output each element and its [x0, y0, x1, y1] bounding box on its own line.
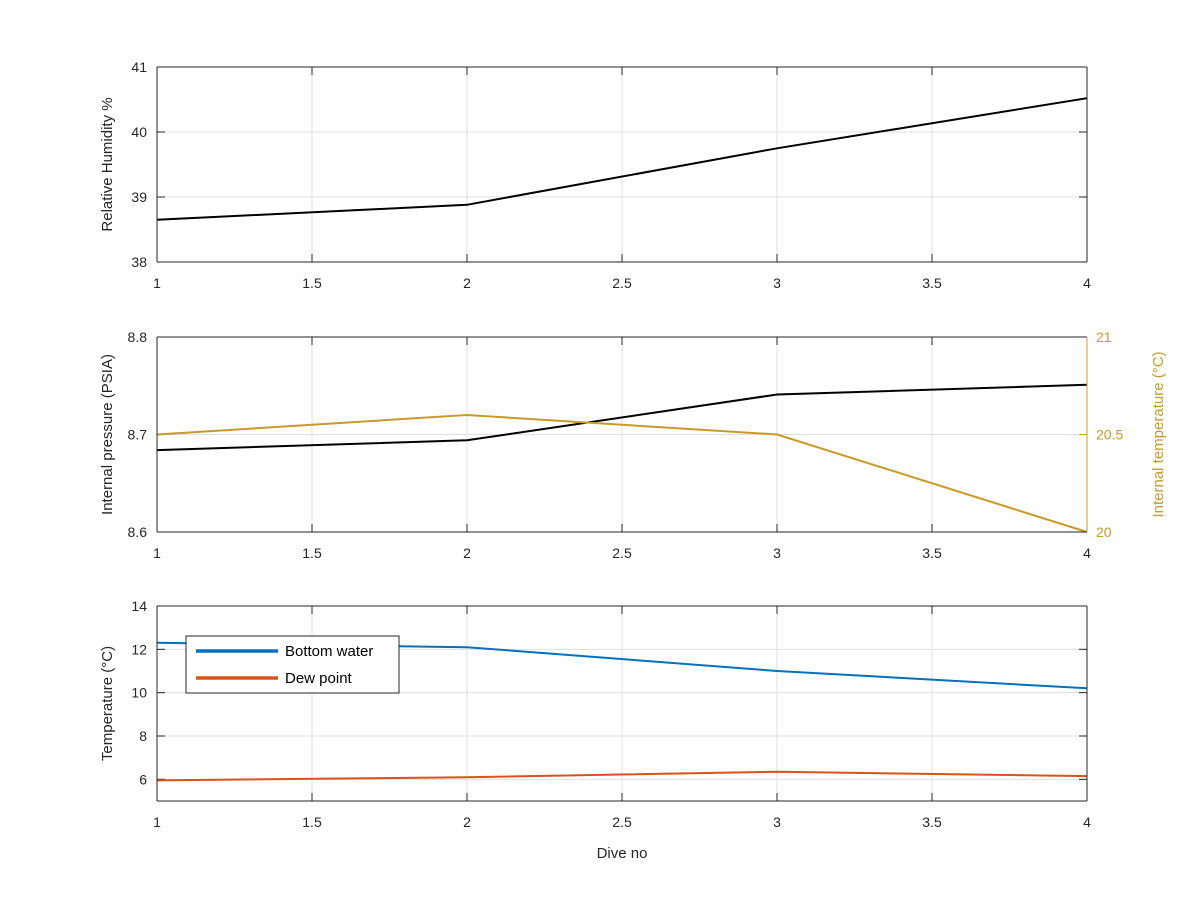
subplot-3: 1 1.5 2 2.5 3 3.5 4 6 8 10 12 14 Temperature (°C) Div…: [99, 598, 1091, 862]
y-tick-label: 38: [131, 254, 147, 270]
y-tick-label: 39: [131, 189, 147, 205]
y-tick-label: 41: [131, 59, 147, 75]
subplot-1: 1 1.5 2 2.5 3 3.5 4 38 39 40 41 Relative Humidity %: [99, 59, 1091, 291]
y-axis-label-right: Internal temperature (°C): [1150, 351, 1167, 517]
x-tick-label: 1: [153, 275, 161, 291]
x-tick-label: 2: [463, 275, 471, 291]
y-axis-label: Temperature (°C): [99, 646, 116, 761]
y-tick-label: 40: [131, 124, 147, 140]
y-tick-label: 6: [139, 771, 147, 787]
x-tick-label: 1.5: [302, 814, 322, 830]
x-tick-label: 2: [463, 814, 471, 830]
x-tick-label: 1.5: [302, 545, 322, 561]
x-tick-label: 3.5: [922, 275, 942, 291]
x-tick-label: 2: [463, 545, 471, 561]
y-right-tick-label: 20.5: [1096, 427, 1123, 443]
x-tick-label: 1: [153, 545, 161, 561]
x-tick-label: 3.5: [922, 545, 942, 561]
y-tick-label: 12: [131, 641, 147, 657]
x-tick-label: 1.5: [302, 275, 322, 291]
x-tick-label: 4: [1083, 545, 1091, 561]
y-tick-label: 14: [131, 598, 147, 614]
y-right-tick-label: 21: [1096, 329, 1112, 345]
x-tick-label: 4: [1083, 814, 1091, 830]
y-tick-label: 10: [131, 685, 147, 701]
y-axis-label: Relative Humidity %: [99, 97, 116, 231]
x-tick-label: 3.5: [922, 814, 942, 830]
x-tick-label: 1: [153, 814, 161, 830]
x-axis-label: Dive no: [597, 845, 648, 862]
y-axis-label: Internal pressure (PSIA): [99, 354, 116, 515]
x-tick-label: 3: [773, 814, 781, 830]
y-right-tick-label: 20: [1096, 524, 1112, 540]
legend-entry-label: Bottom water: [285, 643, 373, 660]
x-tick-label: 2.5: [612, 814, 632, 830]
subplot-2: 1 1.5 2 2.5 3 3.5 4 8.6 8.7 8.8 20 20.5 21 Internal p…: [99, 329, 1167, 561]
y-tick-label: 8.7: [128, 427, 148, 443]
x-tick-label: 3: [773, 545, 781, 561]
legend: Bottom water Dew point: [186, 636, 399, 693]
x-tick-label: 3: [773, 275, 781, 291]
y-tick-label: 8.6: [128, 524, 148, 540]
y-tick-label: 8.8: [128, 329, 148, 345]
x-tick-label: 2.5: [612, 545, 632, 561]
x-tick-label: 2.5: [612, 275, 632, 291]
y-tick-label: 8: [139, 728, 147, 744]
legend-entry-label: Dew point: [285, 670, 353, 687]
x-tick-label: 4: [1083, 275, 1091, 291]
